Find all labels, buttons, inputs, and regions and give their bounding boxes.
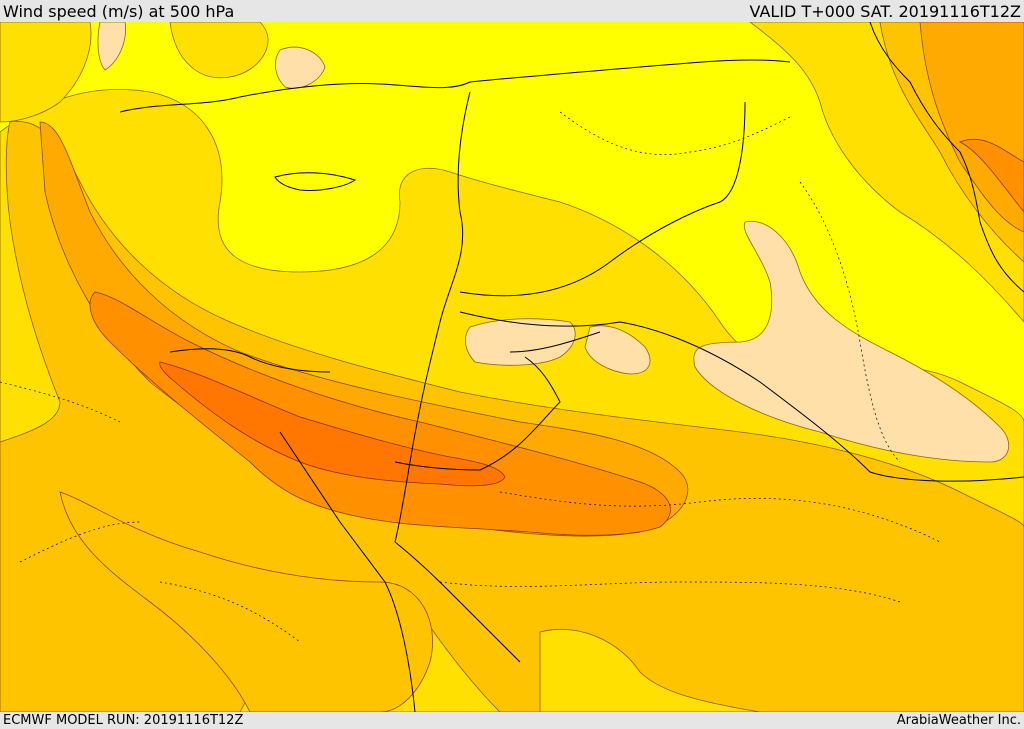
header-bar: Wind speed (m/s) at 500 hPa VALID T+000 …: [0, 0, 1024, 22]
footer-bar: ECMWF MODEL RUN: 20191116T12Z ArabiaWeat…: [0, 712, 1024, 729]
borders: [119, 22, 1024, 712]
wind-band-4: [89, 138, 1024, 536]
wind-band-5: [159, 361, 506, 487]
valid-time: VALID T+000 SAT. 20191116T12Z: [749, 1, 1021, 21]
wind-band-3: [39, 22, 1024, 712]
model-run: ECMWF MODEL RUN: 20191116T12Z: [3, 713, 244, 728]
wind-speed-map: [0, 22, 1024, 712]
map-title: Wind speed (m/s) at 500 hPa: [3, 1, 235, 21]
internal-borders: [0, 111, 941, 643]
weak-wind-patches: [97, 22, 1010, 463]
credit: ArabiaWeather Inc.: [896, 713, 1021, 728]
